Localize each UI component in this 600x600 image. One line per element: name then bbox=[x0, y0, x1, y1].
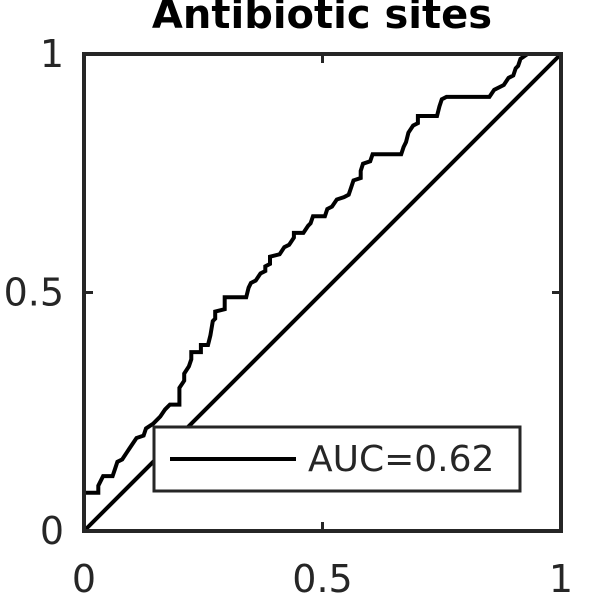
x-axis-tick-labels: 0 0.5 1 bbox=[72, 557, 573, 600]
axis-ticks bbox=[82, 52, 563, 533]
y-tick-label: 0.5 bbox=[4, 271, 64, 315]
chart-title: Antibiotic sites bbox=[152, 0, 492, 38]
legend: AUC=0.62 bbox=[152, 425, 522, 493]
y-axis-tick-labels: 00.51 bbox=[4, 32, 64, 553]
y-tick-label: 0 bbox=[40, 509, 64, 553]
roc-curve-line bbox=[82, 52, 561, 531]
x-tick-label: 1 bbox=[549, 557, 573, 600]
legend-label: AUC=0.62 bbox=[308, 439, 494, 480]
y-tick-label: 1 bbox=[40, 32, 64, 76]
x-tick-label: 0.5 bbox=[292, 557, 352, 600]
x-tick-label: 0 bbox=[72, 557, 96, 600]
